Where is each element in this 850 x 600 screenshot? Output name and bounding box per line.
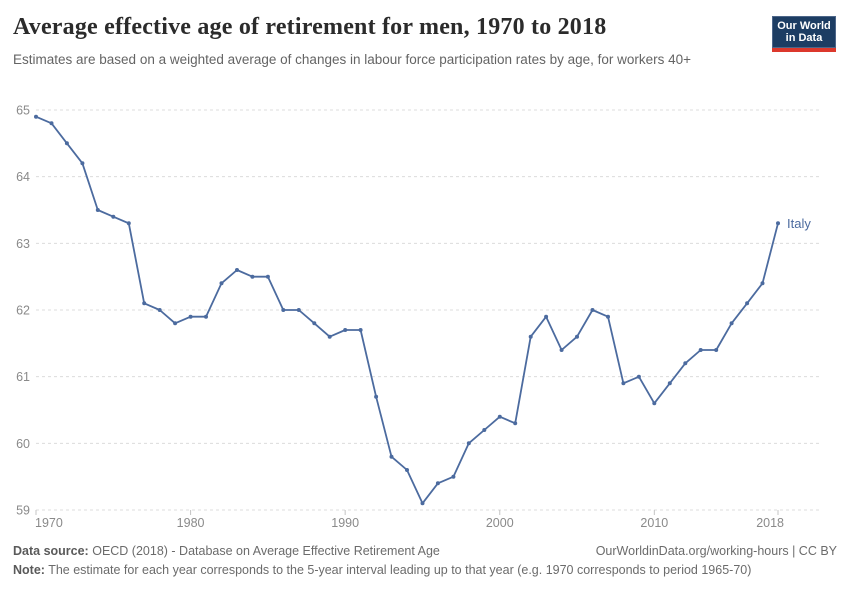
data-point[interactable] [34, 114, 38, 119]
data-point[interactable] [49, 121, 54, 126]
data-point[interactable] [327, 334, 332, 339]
chart-subtitle: Estimates are based on a weighted averag… [13, 52, 692, 67]
data-point[interactable] [729, 321, 734, 326]
note-text: The estimate for each year corresponds t… [48, 563, 752, 577]
data-point[interactable] [760, 281, 765, 286]
chart-footer: Data source: OECD (2018) - Database on A… [13, 544, 837, 577]
data-point[interactable] [420, 501, 425, 506]
data-point[interactable] [559, 348, 564, 352]
y-tick-label: 64 [16, 170, 30, 184]
note-label: Note: [13, 563, 45, 577]
data-point[interactable] [528, 334, 533, 339]
y-tick-label: 59 [16, 504, 30, 518]
data-point[interactable] [497, 414, 502, 419]
y-tick-label: 63 [16, 237, 30, 251]
data-point[interactable] [142, 301, 147, 306]
data-point[interactable] [358, 328, 363, 332]
y-tick-label: 61 [16, 370, 30, 384]
data-point[interactable] [590, 308, 595, 312]
x-tick-label: 1980 [177, 516, 205, 530]
page-title: Average effective age of retirement for … [13, 14, 607, 40]
data-point[interactable] [188, 314, 193, 319]
credit-link[interactable]: OurWorldinData.org/working-hours | CC BY [595, 544, 837, 558]
y-tick-label: 65 [16, 104, 30, 118]
owid-logo-line1: Our World [777, 20, 831, 32]
data-point[interactable] [482, 428, 487, 432]
data-point[interactable] [667, 381, 672, 386]
data-point[interactable] [435, 481, 440, 486]
owid-logo-line2: in Data [785, 32, 823, 44]
data-point[interactable] [389, 454, 394, 459]
data-point[interactable] [64, 141, 69, 146]
data-point[interactable] [250, 274, 255, 279]
x-tick-label: 1970 [35, 516, 63, 530]
data-point[interactable] [312, 321, 317, 326]
note: Note: The estimate for each year corresp… [13, 563, 751, 577]
data-point[interactable] [173, 321, 178, 326]
data-source-text: OECD (2018) - Database on Average Effect… [92, 544, 440, 558]
data-point[interactable] [219, 281, 224, 286]
x-tick-label: 2010 [640, 516, 668, 530]
data-point[interactable] [204, 314, 208, 319]
x-tick-label: 2018 [756, 516, 784, 530]
data-point[interactable] [296, 308, 301, 312]
y-tick-label: 60 [16, 437, 30, 451]
data-point[interactable] [157, 308, 162, 312]
data-point[interactable] [265, 274, 270, 279]
data-point[interactable] [652, 401, 657, 406]
data-point[interactable] [621, 381, 626, 386]
data-point[interactable] [513, 421, 518, 426]
data-point[interactable] [575, 334, 579, 339]
x-tick-label: 2000 [486, 516, 514, 530]
series-end-label: Italy [787, 216, 811, 231]
x-tick-label: 1990 [331, 516, 359, 530]
data-point[interactable] [126, 221, 131, 226]
data-source: Data source: OECD (2018) - Database on A… [13, 544, 440, 558]
data-point[interactable] [343, 328, 348, 332]
data-point[interactable] [405, 468, 409, 472]
data-point[interactable] [111, 214, 116, 219]
data-point[interactable] [683, 361, 688, 366]
data-point[interactable] [698, 348, 703, 352]
data-point[interactable] [466, 441, 471, 446]
owid-logo[interactable]: Our World in Data [772, 16, 836, 52]
data-point[interactable] [80, 161, 85, 166]
data-source-label: Data source: [13, 544, 89, 558]
data-point[interactable] [544, 314, 549, 319]
data-point[interactable] [235, 268, 239, 272]
data-point[interactable] [714, 348, 719, 352]
data-point[interactable] [745, 301, 750, 306]
owid-logo-box: Our World in Data [772, 16, 836, 48]
data-point[interactable] [281, 308, 286, 312]
data-point[interactable] [606, 314, 610, 319]
y-tick-label: 62 [16, 304, 30, 318]
data-point[interactable] [374, 394, 379, 399]
data-point[interactable] [95, 208, 100, 212]
data-point[interactable] [451, 474, 456, 479]
data-point[interactable] [636, 374, 641, 379]
data-point[interactable] [776, 221, 780, 226]
owid-logo-stripe [772, 48, 836, 52]
